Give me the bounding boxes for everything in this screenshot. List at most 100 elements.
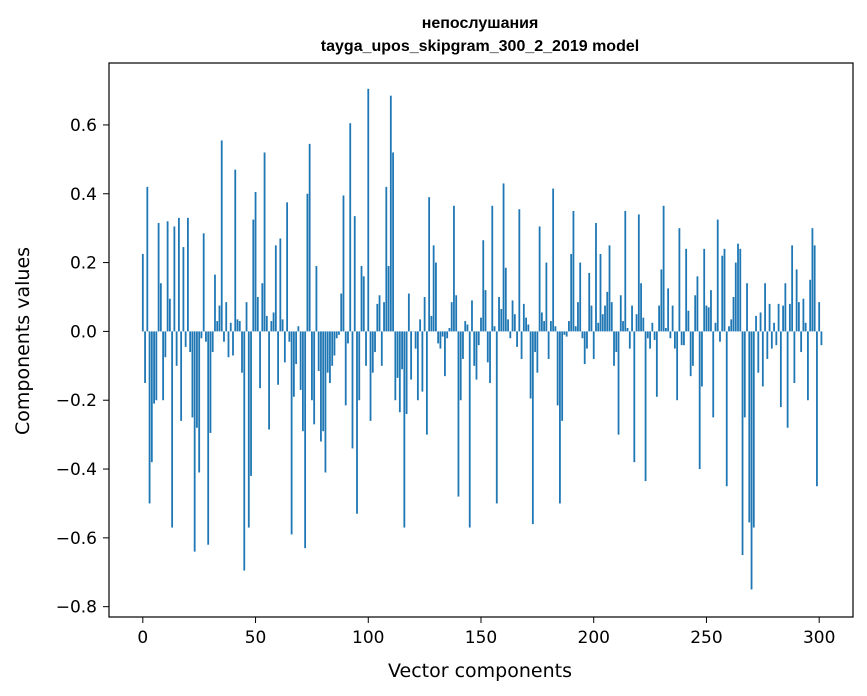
bar: [407, 293, 410, 332]
bar: [692, 331, 694, 366]
bar: [385, 186, 388, 332]
bar: [791, 245, 794, 332]
bar: [608, 245, 611, 332]
bar: [531, 331, 534, 525]
bar: [786, 331, 789, 428]
bar: [520, 331, 523, 359]
bar: [146, 186, 149, 332]
bar: [376, 303, 379, 332]
bar: [265, 315, 268, 332]
bar: [270, 321, 273, 332]
bar: [290, 331, 293, 535]
bar: [421, 331, 424, 392]
bar: [252, 219, 255, 332]
bar: [311, 331, 313, 401]
bar: [694, 295, 697, 332]
bar: [229, 322, 232, 332]
bar: [259, 331, 261, 389]
bar: [757, 331, 760, 373]
bar: [504, 267, 507, 332]
bar: [333, 331, 336, 356]
bar: [746, 283, 748, 332]
bar: [299, 331, 302, 390]
bar: [338, 331, 340, 335]
bar: [491, 205, 494, 332]
bar: [322, 331, 325, 432]
x-tick-label: 100: [352, 628, 384, 648]
bar: [570, 253, 573, 332]
bar: [662, 205, 665, 332]
bar: [261, 283, 264, 332]
bar: [187, 217, 189, 332]
bar: [171, 331, 174, 528]
bar: [360, 266, 363, 332]
bar: [459, 331, 462, 401]
bar: [198, 331, 201, 473]
bar: [468, 331, 471, 528]
bar: [588, 272, 591, 332]
bar: [818, 302, 821, 332]
bar: [164, 331, 167, 358]
bar: [559, 331, 561, 504]
bar: [728, 326, 730, 332]
bar: [502, 183, 505, 332]
bar: [403, 331, 406, 528]
bar: [353, 216, 356, 332]
bar: [394, 331, 397, 401]
bar: [572, 210, 575, 332]
bar: [150, 331, 153, 463]
bar: [369, 331, 372, 421]
bar: [664, 327, 667, 332]
x-axis-ticks: 0 50 100 150 200 250 300: [137, 617, 835, 648]
bar: [236, 319, 239, 332]
bar: [274, 245, 277, 332]
bar: [547, 331, 550, 359]
bar: [272, 312, 275, 332]
bar: [196, 331, 198, 428]
bar: [297, 326, 300, 332]
bar: [444, 331, 446, 377]
bar: [304, 331, 307, 549]
bar: [450, 302, 453, 332]
bar: [730, 319, 733, 332]
bar: [157, 223, 160, 332]
bar: [331, 331, 334, 366]
bar: [797, 302, 800, 332]
bar: [155, 331, 158, 401]
bar: [628, 331, 631, 349]
bar: [256, 296, 259, 332]
bar: [245, 302, 248, 332]
bar: [362, 276, 365, 332]
bar: [800, 331, 803, 353]
bar: [779, 331, 782, 408]
bar: [214, 274, 216, 332]
bar: [480, 317, 482, 332]
bar: [216, 321, 219, 332]
bar: [545, 262, 548, 332]
bar: [809, 279, 812, 332]
bar: [193, 331, 196, 552]
y-tick-label: 0.0: [70, 322, 97, 342]
bar: [232, 331, 234, 356]
bar: [173, 226, 176, 332]
bar: [554, 326, 557, 332]
bar: [509, 331, 512, 339]
bar: [315, 266, 318, 332]
bar: [610, 302, 613, 332]
bar: [383, 302, 385, 332]
bar: [540, 312, 543, 332]
bar: [615, 331, 618, 353]
bar: [200, 331, 203, 339]
bar: [565, 331, 568, 337]
bar: [473, 331, 476, 366]
bar: [405, 331, 408, 414]
bar: [423, 296, 426, 332]
bar: [538, 226, 541, 332]
bar: [549, 321, 552, 332]
x-tick-label: 50: [245, 628, 267, 648]
bar: [619, 295, 622, 332]
bar: [144, 331, 146, 384]
bar: [768, 303, 771, 332]
bar: [646, 331, 649, 339]
